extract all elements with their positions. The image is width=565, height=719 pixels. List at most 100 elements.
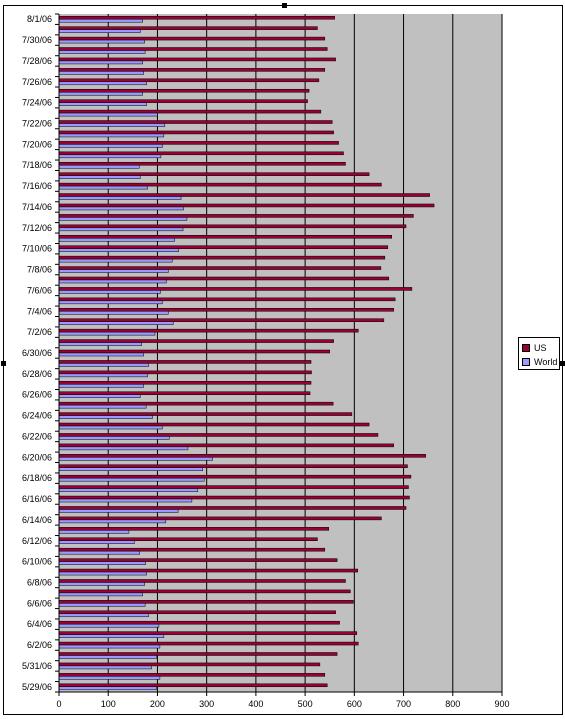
bar-world-7/27/06	[58, 71, 144, 75]
bar-world-7/20/06	[58, 144, 163, 148]
bar-world-6/18/06	[58, 477, 205, 482]
y-tick-label-7/4/06: 7/4/06	[27, 306, 52, 316]
bar-us-7/26/06	[58, 78, 320, 83]
bar-us-7/21/06	[58, 130, 334, 135]
bar-us-7/10/06	[58, 245, 389, 249]
y-tick-label-7/22/06: 7/22/06	[22, 119, 52, 129]
bar-world-7/17/06	[58, 175, 141, 179]
bar-us-6/25/06	[58, 401, 334, 406]
bar-world-7/10/06	[58, 248, 179, 252]
bar-world-7/1/06	[58, 342, 142, 346]
bar-us-7/15/06	[58, 193, 430, 197]
y-tick-label-7/10/06: 7/10/06	[22, 244, 52, 254]
x-tick-label-100: 100	[101, 699, 116, 709]
bar-us-6/27/06	[58, 381, 312, 385]
bar-world-6/26/06	[58, 394, 141, 398]
x-tick-label-400: 400	[248, 699, 263, 709]
bar-world-7/19/06	[58, 154, 162, 159]
legend-swatch-us	[522, 344, 530, 352]
bar-us-6/16/06	[58, 495, 410, 500]
bar-world-6/14/06	[58, 519, 167, 524]
y-tick-label-7/8/06: 7/8/06	[27, 265, 52, 275]
y-tick-label-6/10/06: 6/10/06	[22, 557, 52, 567]
bar-world-6/28/06	[58, 373, 148, 378]
y-tick-label-7/30/06: 7/30/06	[22, 35, 52, 45]
x-tick-label-300: 300	[199, 699, 214, 709]
bar-us-6/29/06	[58, 360, 312, 364]
bar-world-7/26/06	[58, 81, 147, 86]
bar-us-6/12/06	[58, 537, 318, 542]
bar-us-7/5/06	[58, 297, 396, 302]
y-tick-label-6/28/06: 6/28/06	[22, 369, 52, 379]
x-tick-label-600: 600	[347, 699, 362, 709]
bar-us-6/26/06	[58, 391, 311, 395]
bar-us-6/30/06	[58, 349, 330, 354]
bar-world-7/28/06	[58, 60, 143, 65]
bar-world-5/30/06	[58, 676, 161, 680]
selection-handle-right[interactable]	[560, 361, 565, 366]
y-tick-label-6/26/06: 6/26/06	[22, 390, 52, 400]
bar-us-7/1/06	[58, 339, 334, 343]
y-tick-label-6/12/06: 6/12/06	[22, 536, 52, 546]
bar-world-7/14/06	[58, 206, 184, 211]
bar-us-6/10/06	[58, 558, 338, 562]
bar-us-6/14/06	[58, 516, 382, 521]
bar-world-6/24/06	[58, 415, 153, 419]
bar-world-6/2/06	[58, 644, 161, 649]
y-tick-label-6/6/06: 6/6/06	[27, 598, 52, 608]
y-tick-label-7/6/06: 7/6/06	[27, 285, 52, 295]
y-tick-label-6/8/06: 6/8/06	[27, 577, 52, 587]
y-tick-label-6/14/06: 6/14/06	[22, 515, 52, 525]
bar-world-7/29/06	[58, 50, 146, 54]
selection-handle-left[interactable]	[1, 361, 6, 366]
x-tick-label-700: 700	[396, 699, 411, 709]
y-tick-label-7/24/06: 7/24/06	[22, 98, 52, 108]
bar-world-6/5/06	[58, 613, 149, 618]
bar-us-7/8/06	[58, 266, 382, 270]
bar-world-7/2/06	[58, 331, 156, 336]
bar-us-7/9/06	[58, 255, 386, 260]
bar-world-6/22/06	[58, 436, 170, 440]
bar-us-7/27/06	[58, 68, 326, 72]
bar-world-6/9/06	[58, 571, 147, 576]
bar-us-6/3/06	[58, 631, 358, 635]
bar-us-6/15/06	[58, 506, 407, 510]
bar-world-7/3/06	[58, 321, 174, 325]
bar-world-8/1/06	[58, 18, 143, 23]
bar-us-6/18/06	[58, 474, 412, 479]
bar-us-7/22/06	[58, 120, 333, 124]
bar-us-6/22/06	[58, 433, 379, 437]
bar-us-6/20/06	[58, 454, 426, 458]
x-tick-label-200: 200	[150, 699, 165, 709]
bar-world-5/29/06	[58, 686, 157, 691]
bar-us-6/11/06	[58, 547, 326, 552]
bar-us-7/30/06	[58, 36, 326, 41]
bar-us-6/7/06	[58, 589, 351, 594]
bar-world-7/4/06	[58, 311, 169, 315]
bar-world-6/4/06	[58, 623, 160, 628]
y-tick-label-5/29/06: 5/29/06	[22, 682, 52, 692]
legend-item-us: US	[522, 343, 547, 353]
bar-us-7/16/06	[58, 182, 382, 187]
y-tick-label-7/2/06: 7/2/06	[27, 327, 52, 337]
bar-us-7/25/06	[58, 88, 310, 93]
bar-us-7/20/06	[58, 141, 339, 145]
legend[interactable]: US World	[518, 337, 560, 370]
bar-world-7/18/06	[58, 164, 140, 169]
bar-world-5/31/06	[58, 665, 152, 670]
bar-us-6/17/06	[58, 485, 409, 489]
bar-us-6/8/06	[58, 579, 346, 583]
selection-handle-top[interactable]	[282, 3, 287, 8]
bar-us-6/6/06	[58, 600, 354, 604]
bar-world-6/1/06	[58, 655, 157, 659]
bar-world-7/23/06	[58, 112, 158, 117]
bar-us-6/13/06	[58, 527, 329, 531]
bar-us-7/28/06	[58, 57, 336, 62]
y-tick-label-7/26/06: 7/26/06	[22, 77, 52, 87]
bar-world-6/15/06	[58, 509, 179, 513]
bar-us-7/24/06	[58, 99, 308, 103]
bar-world-6/30/06	[58, 352, 144, 357]
legend-item-world: World	[522, 357, 557, 367]
x-tick-label-800: 800	[445, 699, 460, 709]
